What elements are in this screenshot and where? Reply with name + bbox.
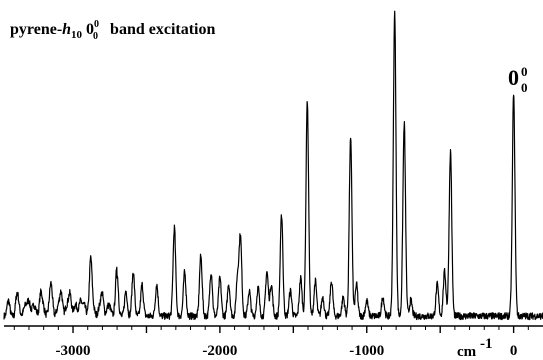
title-base: pyrene- (10, 21, 62, 38)
title-italic: h (62, 21, 71, 38)
title-sub: 10 (71, 29, 83, 41)
x-unit-sup: -1 (480, 336, 493, 352)
title-band-sup: 0 (94, 19, 99, 30)
x-tick-label: -2000 (202, 343, 237, 359)
peak-label-sup: 0 (521, 64, 528, 79)
x-tick-label: -1000 (349, 343, 384, 359)
title-rest: band excitation (110, 21, 215, 38)
x-tick-label: -3000 (56, 343, 91, 359)
spectrum-trace (3, 10, 543, 321)
peak-label-sub: 0 (521, 80, 528, 95)
title-band: 0 (86, 21, 94, 38)
x-axis-ticks (13, 326, 529, 333)
peak-label-main: 0 (508, 65, 519, 90)
x-tick-label: 0 (510, 343, 518, 359)
chart-title: pyrene-h10 00 0 band excitation (10, 19, 215, 42)
title-band-sub: 0 (93, 31, 98, 42)
peak-label-origin: 0 0 0 (508, 64, 528, 95)
x-unit-label: cm -1 (457, 336, 493, 360)
x-unit-base: cm (457, 344, 477, 360)
x-axis-tick-labels: -3000 -2000 -1000 0 (56, 343, 518, 359)
